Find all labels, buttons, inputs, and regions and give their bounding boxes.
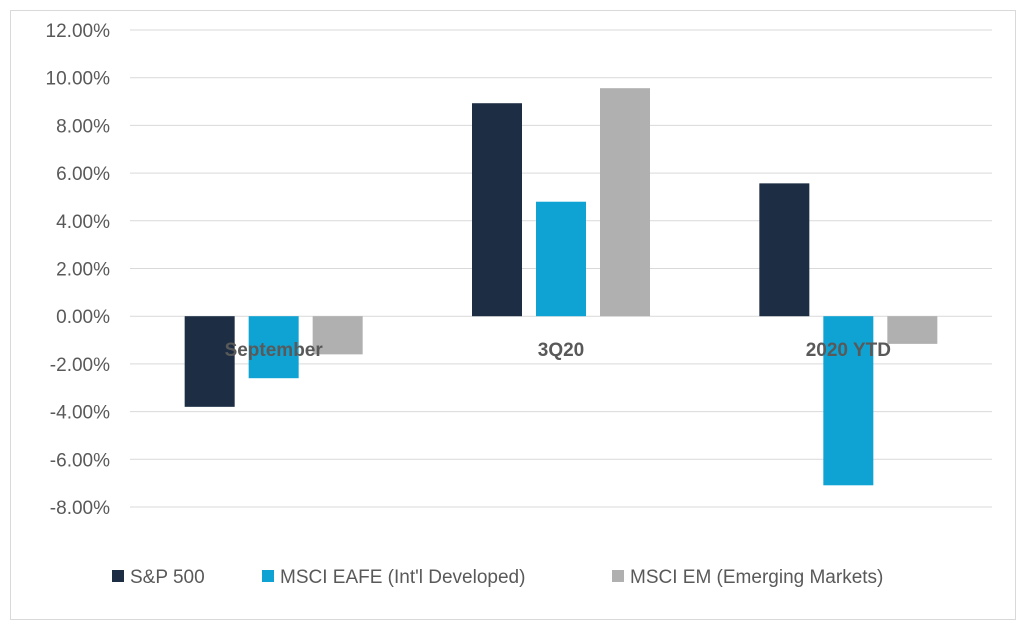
legend-label: MSCI EAFE (Int'l Developed) (280, 567, 525, 588)
y-axis: 12.00% 10.00% 8.00% 6.00% 4.00% 2.00% 0.00% -2.… (46, 21, 111, 519)
legend: S&P 500 MSCI EAFE (Int'l Developed) MSCI E… (112, 567, 883, 588)
legend-swatch (112, 570, 124, 582)
y-tick-label: 8.00% (56, 116, 110, 137)
legend-swatch (612, 570, 624, 582)
bar (887, 316, 938, 344)
legend-swatch (262, 570, 274, 582)
y-tick-label: 10.00% (46, 69, 111, 90)
y-tick-label: -4.00% (50, 403, 110, 424)
bar (312, 316, 363, 355)
bars (184, 88, 938, 486)
y-tick-label: 4.00% (56, 212, 110, 233)
bar (248, 316, 299, 379)
x-tick-label: 3Q20 (538, 340, 584, 361)
bar (536, 201, 586, 317)
y-tick-label: 12.00% (46, 21, 111, 42)
bar (184, 316, 235, 407)
y-tick-label: -8.00% (50, 498, 110, 519)
bar (600, 88, 650, 317)
x-axis-labels: September 3Q20 2020 YTD (225, 340, 891, 361)
bar (759, 183, 810, 317)
y-tick-label: -2.00% (50, 355, 110, 376)
legend-label: MSCI EM (Emerging Markets) (630, 567, 883, 588)
y-tick-label: 2.00% (56, 260, 110, 281)
y-tick-label: 0.00% (56, 307, 110, 328)
y-tick-label: 6.00% (56, 164, 110, 185)
x-tick-label: September (225, 340, 324, 361)
y-tick-label: -6.00% (50, 450, 110, 471)
bar (472, 103, 522, 317)
x-tick-label: 2020 YTD (806, 340, 891, 361)
legend-label: S&P 500 (130, 567, 205, 588)
bar (823, 316, 874, 486)
